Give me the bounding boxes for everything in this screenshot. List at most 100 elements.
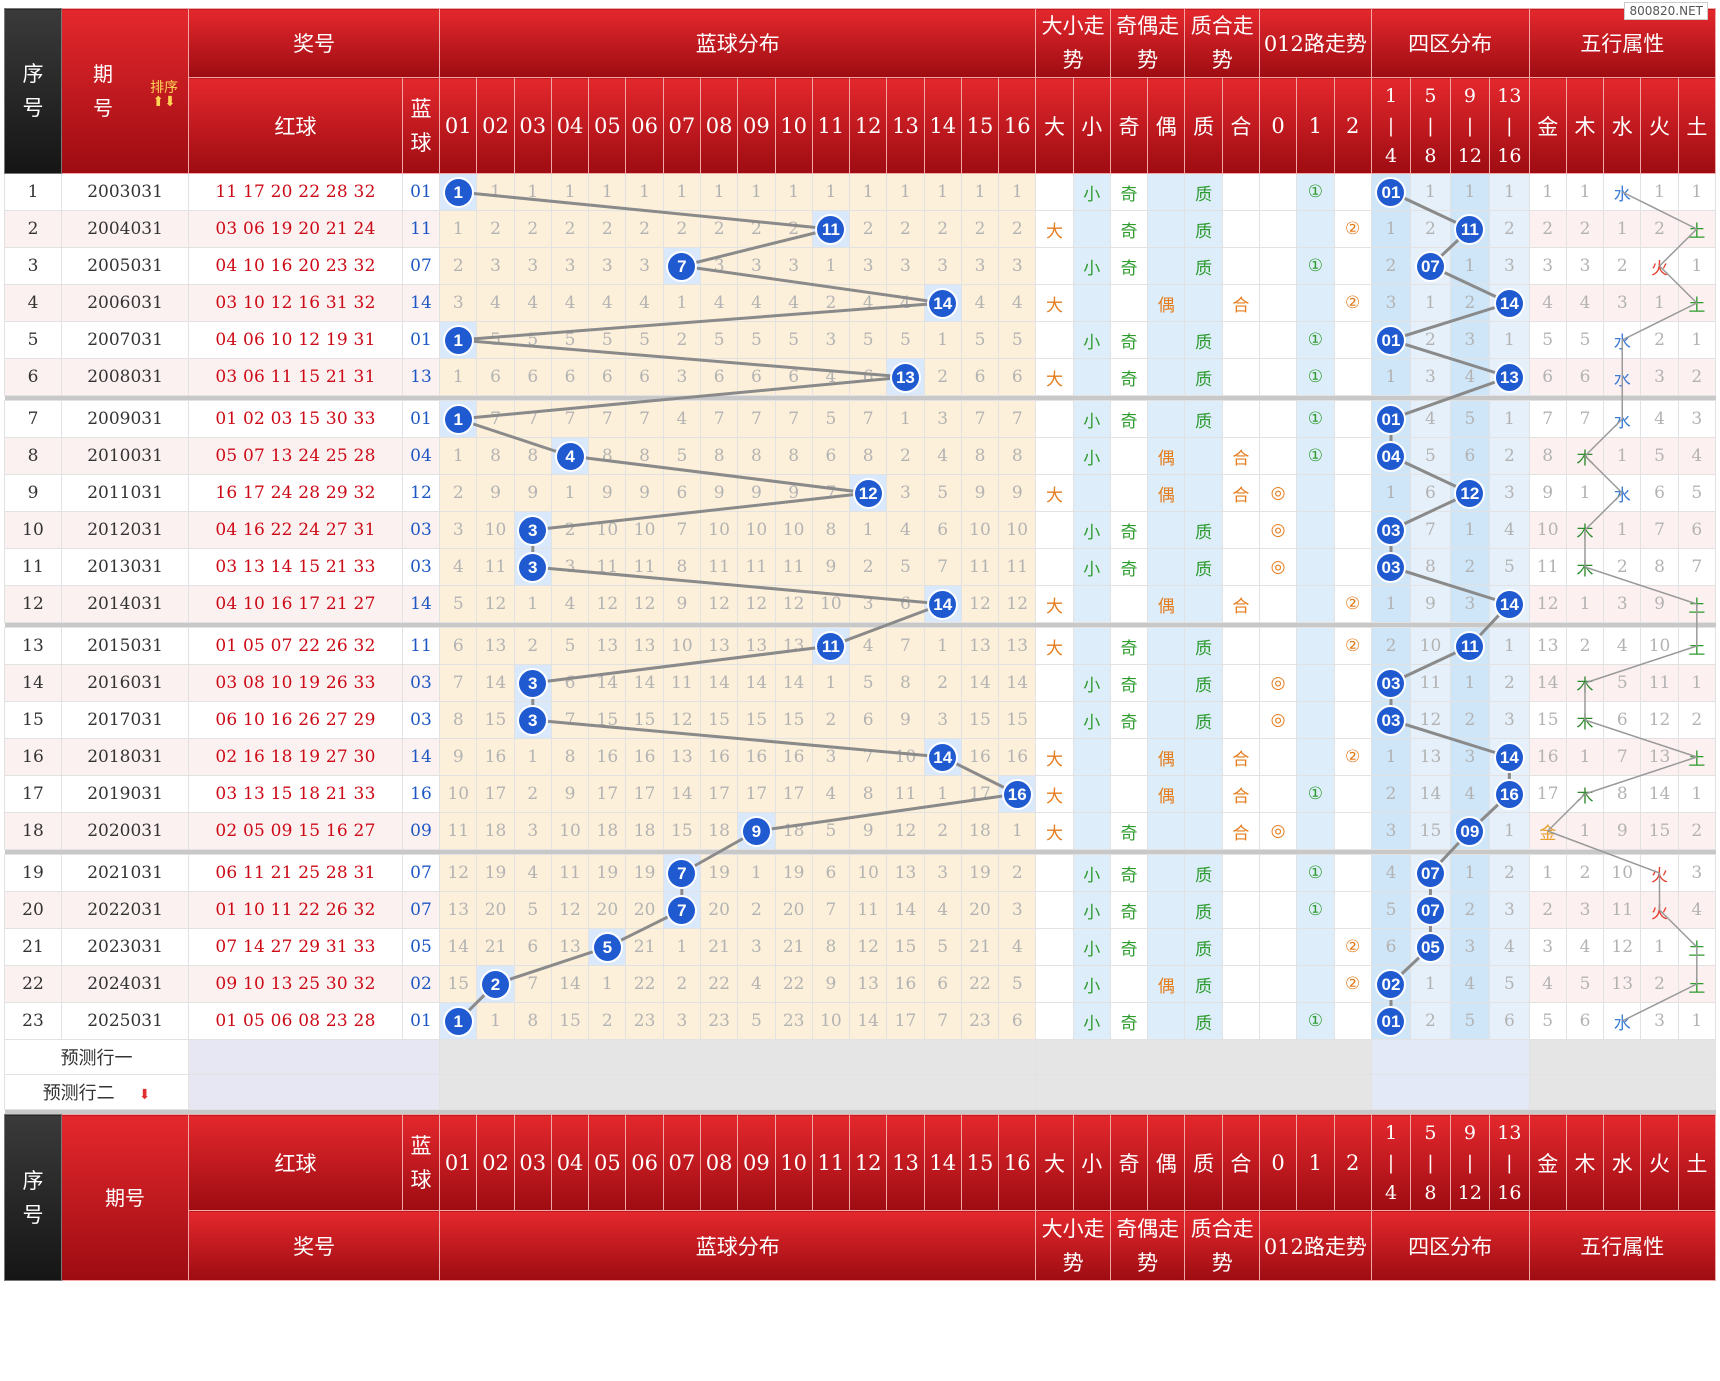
quad-cell: 15 xyxy=(1410,812,1451,850)
quad-omission: 12 xyxy=(1419,710,1442,730)
expand-arrow-icon[interactable]: ⬇ xyxy=(138,1087,151,1103)
quad-ball-marker: 07 xyxy=(1416,252,1444,280)
omission-count: 9 xyxy=(862,821,874,841)
quad-cell: 16 xyxy=(1489,775,1530,813)
header-col-num-06: 06 xyxy=(625,77,664,174)
predict-attr[interactable] xyxy=(1035,1074,1372,1110)
blue-dist-cell: 17 xyxy=(886,1002,925,1040)
wx-mark: 5 xyxy=(1691,483,1703,503)
wx-mark: 3 xyxy=(1542,937,1554,957)
blue-dist-cell: 7 xyxy=(662,247,701,285)
omission-count: 9 xyxy=(639,483,650,503)
omission-count: 9 xyxy=(601,483,613,503)
wx-cell: 土 xyxy=(1677,738,1717,776)
draw-row: 5 2007031 04 06 10 12 19 31 01 1 5 5 5 5 5 2 5 5 5 3 5 5… xyxy=(4,321,1717,359)
omission-count: 17 xyxy=(633,784,656,804)
wx-cell: 9 xyxy=(1528,474,1567,512)
blue-dist-cell: 4 xyxy=(588,284,627,322)
omission-count: 5 xyxy=(900,557,911,577)
r012-cell xyxy=(1296,210,1335,248)
wx-cell: 12 xyxy=(1640,701,1679,739)
blue-dist-cell: 18 xyxy=(699,812,739,850)
zh-cell xyxy=(1184,437,1223,475)
omission-count: 11 xyxy=(671,673,693,693)
omission-count: 6 xyxy=(490,367,501,387)
wx-cell: 6 xyxy=(1603,701,1642,739)
wx-mark: 14 xyxy=(1536,673,1559,693)
quad-omission: 1 xyxy=(1425,182,1436,202)
zh-mark: 质 xyxy=(1195,939,1213,960)
omission-count: 15 xyxy=(633,710,656,730)
wx-mark: 2 xyxy=(1691,710,1703,730)
sort-toggle-button[interactable]: 排序 ⬆⬇ xyxy=(150,81,178,109)
predict-wx[interactable] xyxy=(1528,1039,1717,1075)
predict-attr[interactable] xyxy=(1035,1039,1372,1075)
predict-dist[interactable] xyxy=(439,1039,1037,1075)
blue-ball-marker: 3 xyxy=(519,706,547,734)
omission-count: 6 xyxy=(900,594,911,614)
wx-mark: 5 xyxy=(1616,673,1628,693)
r012-cell xyxy=(1333,358,1372,396)
omission-count: 7 xyxy=(639,409,650,429)
blue-dist-cell: 4 xyxy=(811,775,851,813)
quad-cell: 1 xyxy=(1370,585,1412,623)
quad-ball-marker: 14 xyxy=(1495,590,1523,618)
blue-dist-cell: 21 xyxy=(774,928,813,966)
quad-ball-marker: 12 xyxy=(1456,479,1484,507)
dx-cell: 小 xyxy=(1072,321,1111,359)
omission-count: 5 xyxy=(1011,330,1023,350)
blue-dist-cell: 14 xyxy=(923,585,962,623)
row-red-balls: 03 06 19 20 21 24 xyxy=(188,210,403,248)
omission-count: 9 xyxy=(825,557,837,577)
blue-dist-cell: 12 xyxy=(662,701,701,739)
wx-cell: 水 xyxy=(1603,400,1642,438)
blue-dist-cell: 3 xyxy=(513,812,552,850)
wx-cell: 土 xyxy=(1677,585,1717,623)
blue-dist-cell: 18 xyxy=(960,812,1000,850)
wx-cell: 1 xyxy=(1565,738,1605,776)
blue-dist-cell: 4 xyxy=(849,284,888,322)
dx-cell: 大 xyxy=(1035,284,1074,322)
omission-count: 19 xyxy=(633,863,656,883)
predict-award[interactable] xyxy=(188,1039,441,1075)
predict-wx[interactable] xyxy=(1528,1074,1717,1110)
quad-cell: 11 xyxy=(1410,664,1451,702)
predict-row[interactable]: 预测行一 xyxy=(3,1039,1717,1075)
zh-cell: 质 xyxy=(1184,965,1223,1003)
predict-dist[interactable] xyxy=(439,1074,1037,1110)
omission-count: 8 xyxy=(788,446,800,466)
predict-quad[interactable] xyxy=(1370,1074,1530,1110)
blue-dist-cell: 8 xyxy=(811,511,851,549)
omission-count: 18 xyxy=(596,821,619,841)
omission-count: 2 xyxy=(900,446,911,466)
predict-quad[interactable] xyxy=(1370,1039,1530,1075)
r012-cell xyxy=(1258,854,1298,892)
blue-dist-cell: 1 xyxy=(513,738,552,776)
wx-cell: 4 xyxy=(1528,284,1567,322)
blue-dist-cell: 2 xyxy=(998,854,1037,892)
predict-award[interactable] xyxy=(188,1074,441,1110)
quad-cell: 3 xyxy=(1449,738,1491,776)
dx-cell xyxy=(1035,548,1074,586)
blue-dist-cell: 15 xyxy=(998,701,1037,739)
blue-dist-cell: 7 xyxy=(923,1002,962,1040)
quad-omission: 7 xyxy=(1425,520,1436,540)
blue-dist-cell: 5 xyxy=(513,891,552,929)
wx-cell: 1 xyxy=(1565,585,1605,623)
row-issue: 2008031 xyxy=(60,358,190,396)
blue-dist-cell: 23 xyxy=(960,1002,1000,1040)
row-blue-ball: 01 xyxy=(401,173,441,211)
header-col-issue[interactable]: 期号排序 ⬆⬇ xyxy=(60,8,190,174)
zh-mark: 合 xyxy=(1232,823,1250,844)
omission-count: 14 xyxy=(484,673,507,693)
predict-row[interactable]: 预测行二 ⬇ xyxy=(3,1074,1717,1110)
omission-count: 15 xyxy=(782,710,805,730)
omission-count: 8 xyxy=(750,446,762,466)
blue-dist-cell: 1 xyxy=(439,173,478,211)
blue-dist-cell: 14 xyxy=(774,664,813,702)
omission-count: 3 xyxy=(452,520,464,540)
blue-dist-cell: 2 xyxy=(439,474,478,512)
omission-count: 6 xyxy=(713,367,725,387)
omission-count: 9 xyxy=(452,747,464,767)
blue-dist-cell: 10 xyxy=(662,627,701,665)
